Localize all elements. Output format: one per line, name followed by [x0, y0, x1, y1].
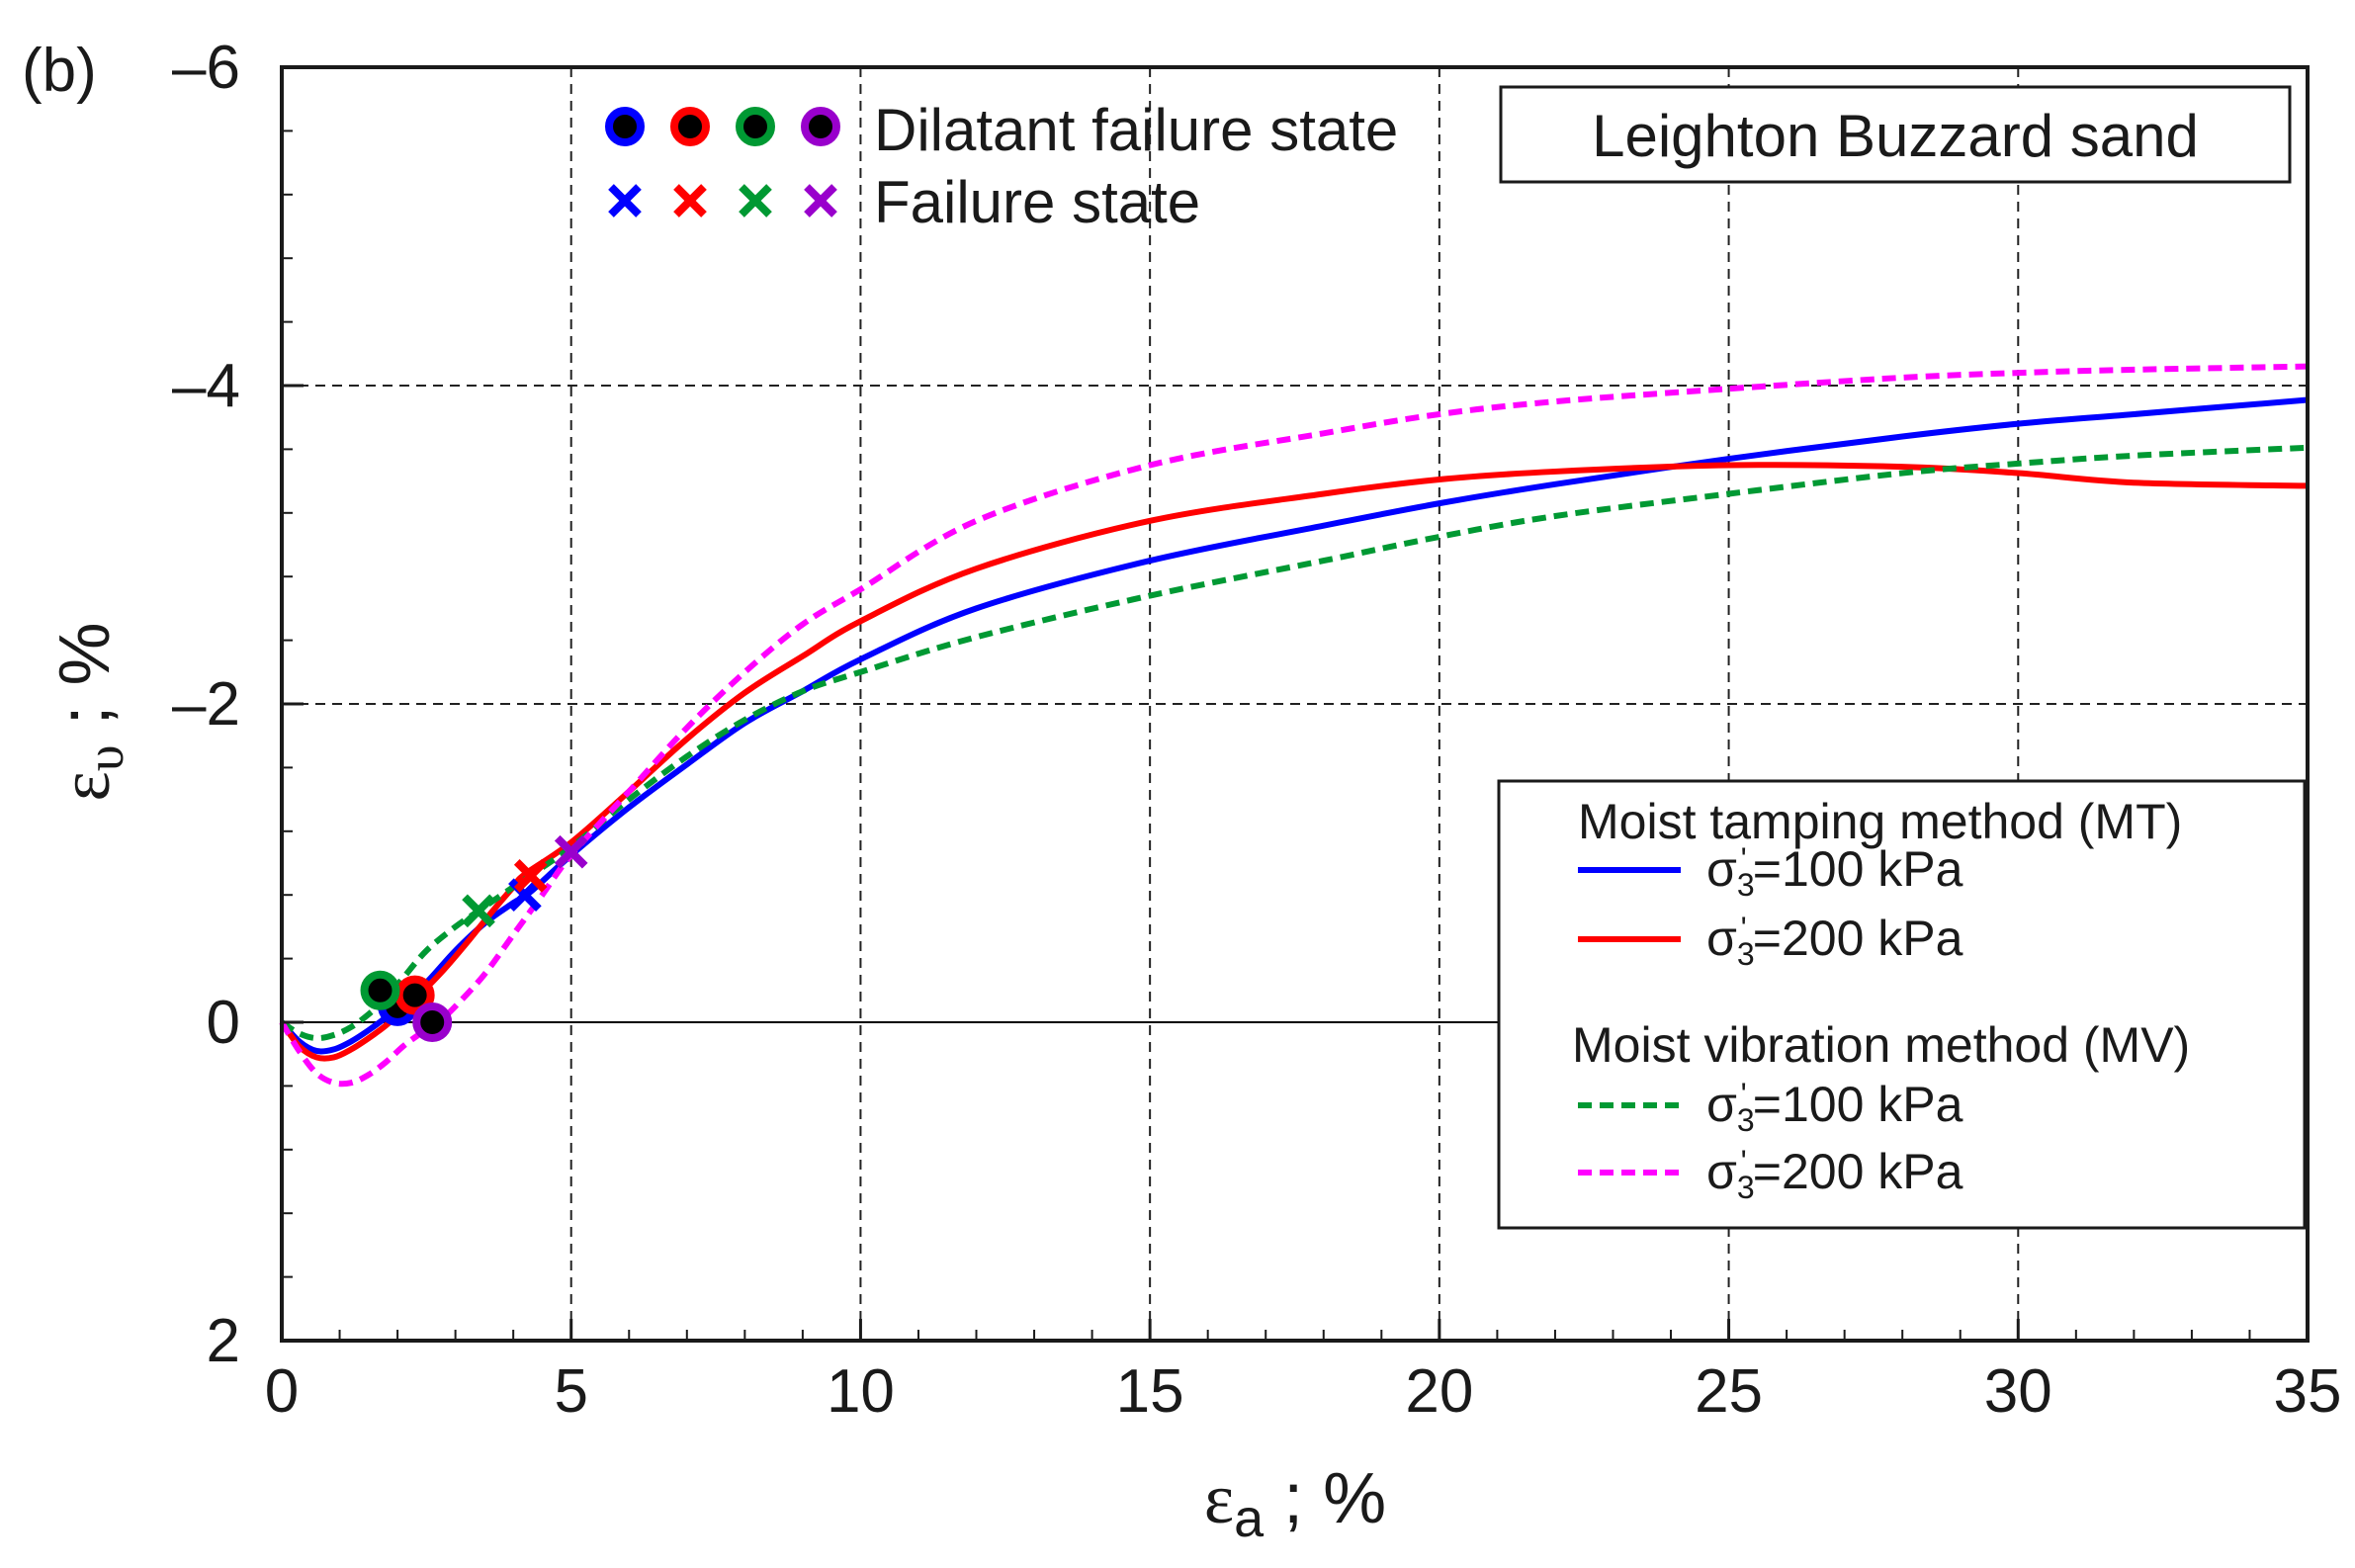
cross-stroke: [508, 878, 542, 913]
y-tick-label: –2: [172, 670, 240, 739]
cross-stroke: [673, 184, 707, 218]
x-axis-unit: ; %: [1264, 1459, 1386, 1538]
legend-failure-symbol: [673, 184, 707, 218]
legend-mv-header: Moist vibration method (MV): [1572, 1017, 2190, 1073]
cross-stroke: [804, 184, 837, 218]
y-axis-symbol: ε: [45, 771, 125, 801]
legend-dilatant-symbol: [736, 107, 775, 146]
series-line-2: [279, 462, 2309, 1062]
legend-dilatant-symbol: [670, 107, 710, 146]
series-lines: [279, 363, 2309, 1088]
legend-label-3: σ3' =100 kPa: [1706, 1077, 1963, 1138]
failure-state-marker: [462, 894, 495, 928]
legend-failure-symbol: [608, 184, 642, 218]
x-axis-symbol: ε: [1204, 1459, 1234, 1538]
dot-ring: [605, 107, 645, 146]
title-box-text: Leighton Buzzard sand: [1592, 103, 2199, 169]
x-axis-label: εa ; %: [1204, 1459, 1386, 1548]
y-axis-subscript: υ: [75, 745, 134, 772]
marker-legend-failure-text: Failure state: [874, 169, 1200, 235]
x-tick-label: 20: [1405, 1357, 1473, 1426]
y-axis-label: ευ ; %: [45, 622, 134, 801]
legend-failure-symbol: [804, 184, 837, 218]
x-tick-label: 35: [2274, 1357, 2342, 1426]
x-tick-label: 0: [265, 1357, 299, 1426]
legend-dilatant-symbol: [605, 107, 645, 146]
dot-ring: [801, 107, 840, 146]
failure-state-marker: [513, 859, 548, 893]
x-tick-label: 10: [827, 1357, 895, 1426]
marker-legend: Dilatant failure state Failure state: [605, 97, 1398, 235]
x-tick-label: 5: [554, 1357, 587, 1426]
legend-label-4: σ3' =200 kPa: [1706, 1144, 1963, 1205]
series-line-3: [280, 444, 2309, 1042]
y-tick-label: –4: [172, 352, 240, 420]
cross-stroke: [554, 834, 588, 869]
cross-stroke: [739, 184, 772, 218]
y-axis-unit: ; %: [45, 622, 125, 744]
dot-ring: [670, 107, 710, 146]
dot-ring: [360, 970, 400, 1010]
y-tick-label: 2: [207, 1307, 240, 1375]
failure-state-marker: [554, 834, 588, 869]
series-line-1: [279, 396, 2309, 1055]
x-tick-label: 25: [1695, 1357, 1763, 1426]
panel-label: (b): [22, 37, 97, 105]
cross-stroke: [608, 184, 642, 218]
dot-ring: [736, 107, 775, 146]
legend-dilatant-symbol: [801, 107, 840, 146]
y-tick-label: –6: [172, 34, 240, 102]
marker-legend-dilatant-text: Dilatant failure state: [874, 97, 1398, 163]
legend-label-2: σ3' =200 kPa: [1706, 911, 1963, 972]
cross-stroke: [462, 894, 495, 928]
legend-mt-header: Moist tamping method (MT): [1578, 794, 2182, 849]
dilatant-failure-marker: [360, 970, 400, 1010]
legend-failure-symbol: [739, 184, 772, 218]
cross-stroke: [513, 859, 548, 893]
series-line-4: [279, 363, 2309, 1088]
x-tick-label: 30: [1984, 1357, 2052, 1426]
dot-ring: [412, 1002, 453, 1042]
series-legend-frame: [1497, 779, 2307, 1230]
legend-label-1: σ3' =100 kPa: [1706, 841, 1963, 903]
x-axis-subscript: a: [1234, 1489, 1265, 1548]
y-tick-label: 0: [207, 989, 240, 1057]
x-tick-label: 15: [1116, 1357, 1184, 1426]
title-box: Leighton Buzzard sand: [1499, 85, 2292, 184]
state-markers: [360, 834, 588, 1042]
series-legend: Moist tamping method (MT) Moist vibratio…: [1497, 779, 2307, 1230]
dilatant-failure-marker: [412, 1002, 453, 1042]
